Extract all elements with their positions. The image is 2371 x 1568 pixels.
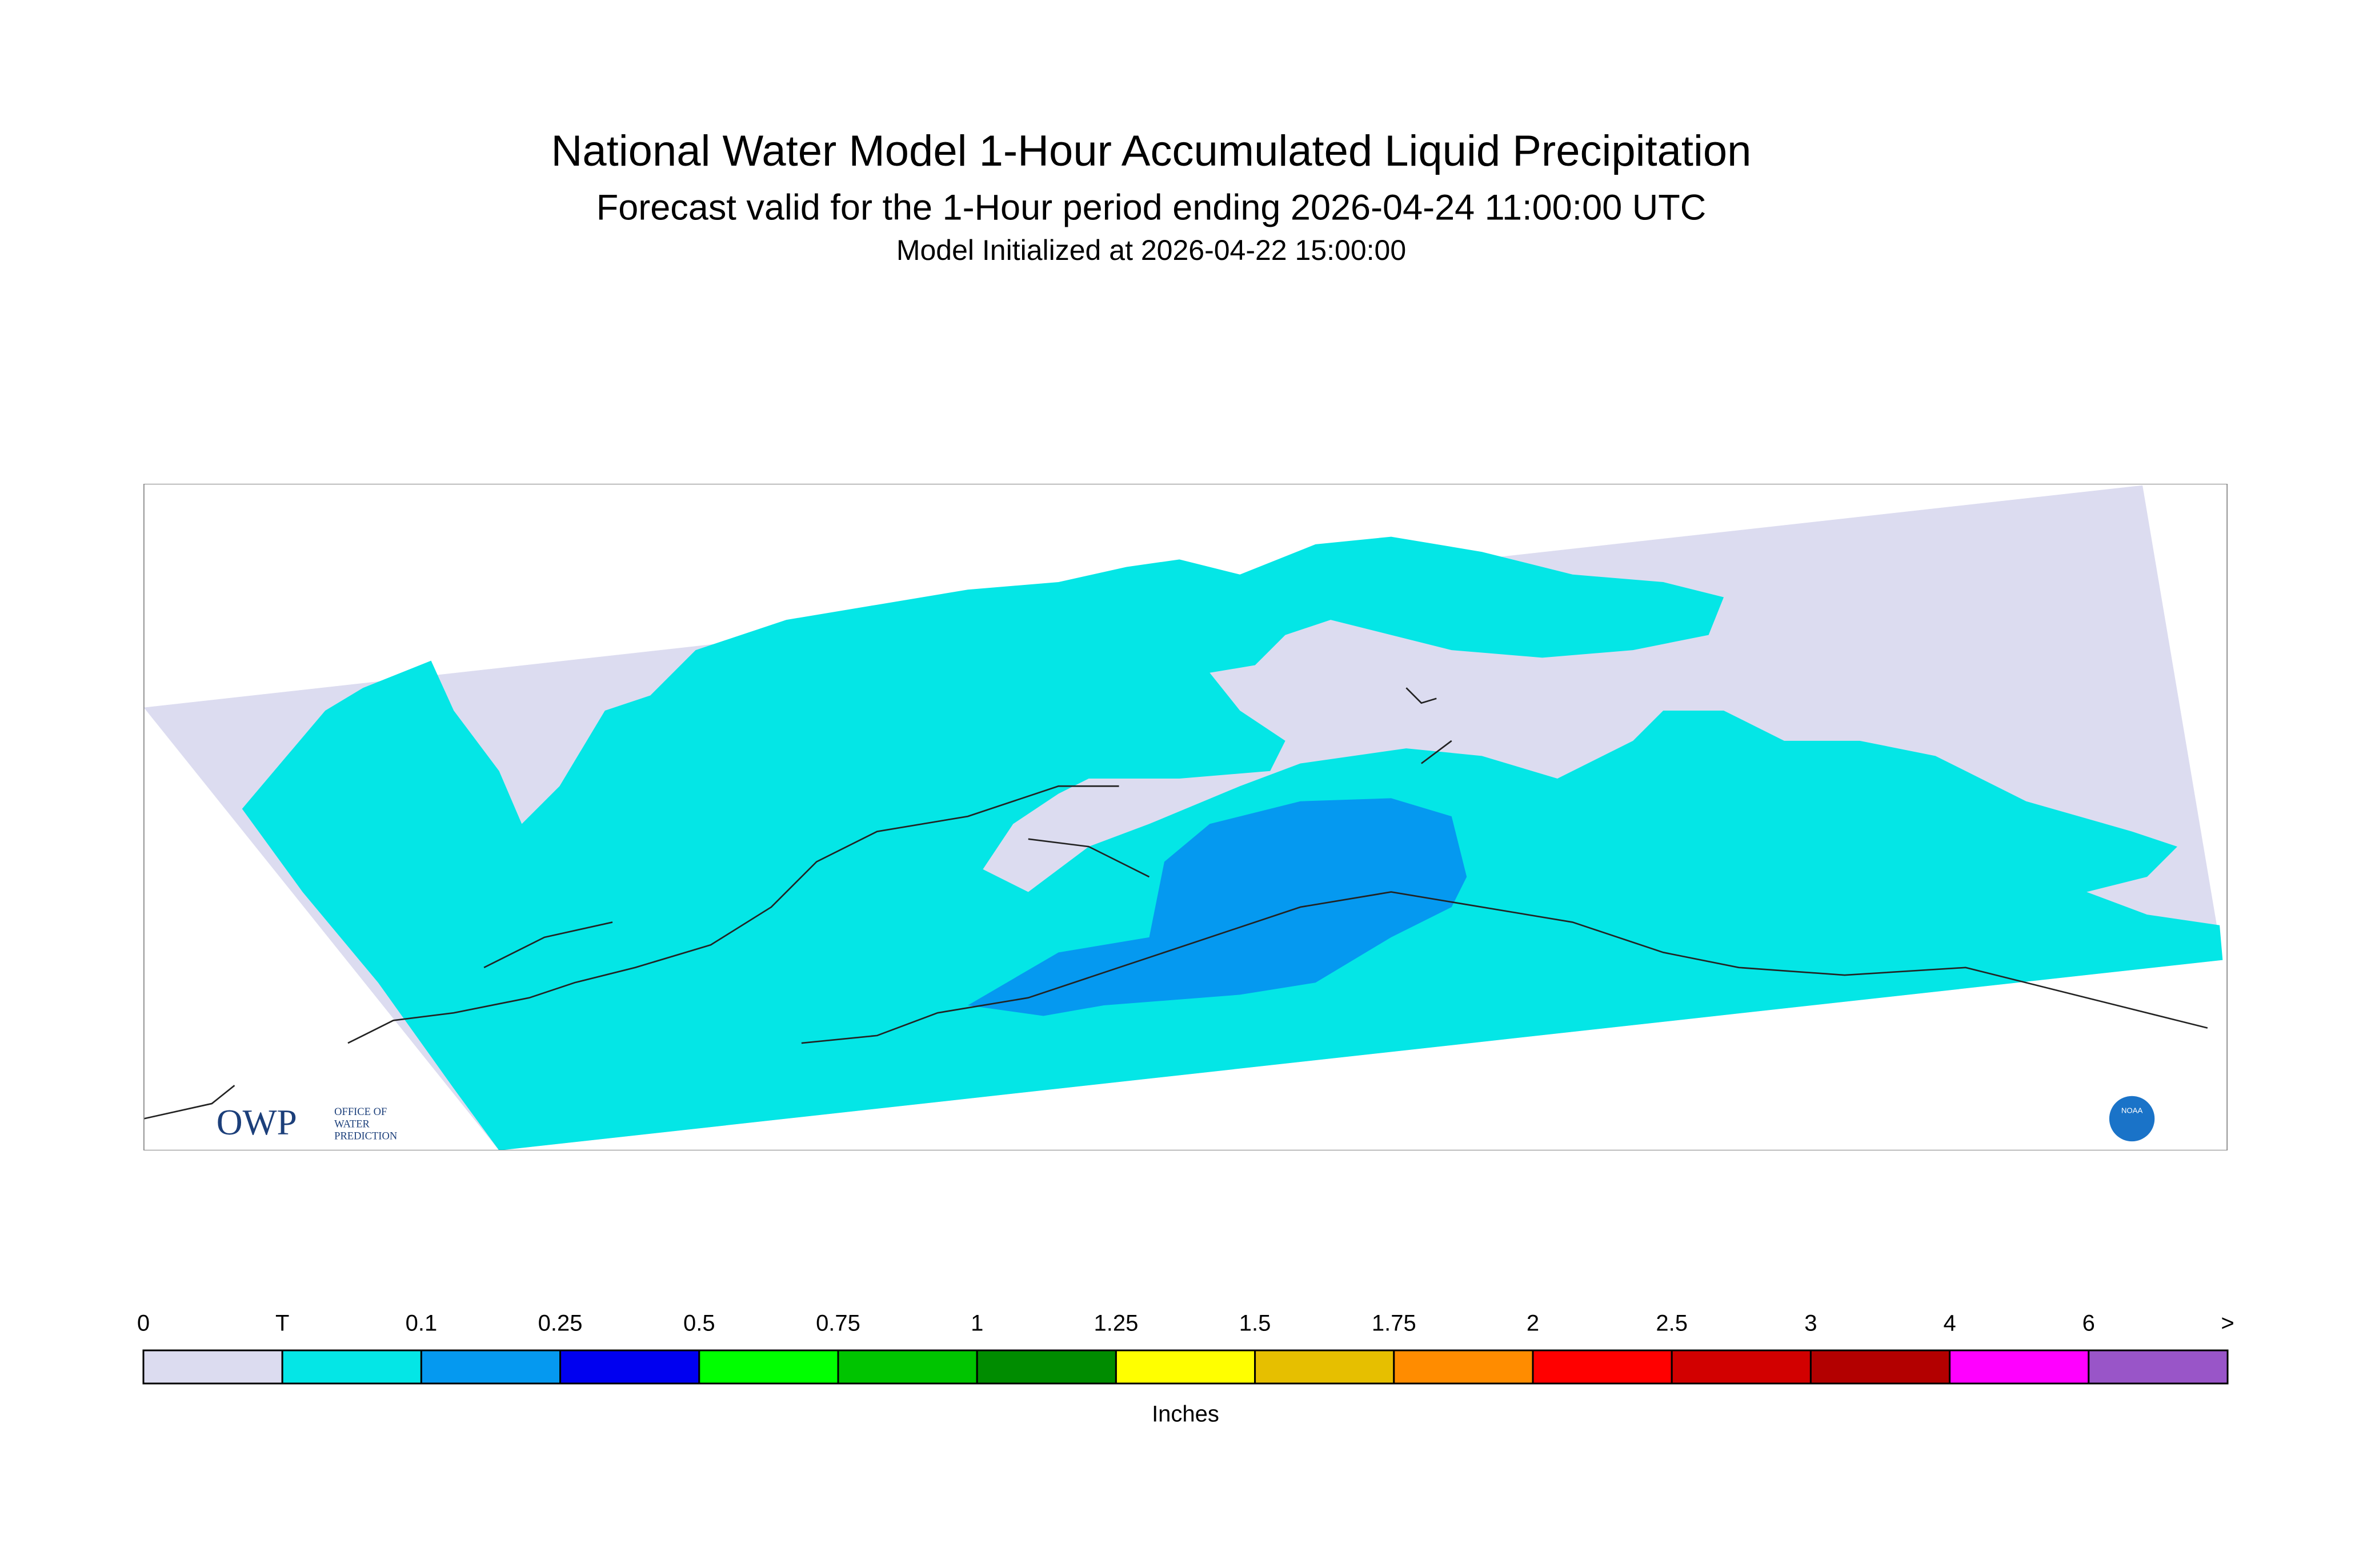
legend-swatch — [559, 1349, 700, 1385]
legend-swatch — [1115, 1349, 1256, 1385]
owp-text: OFFICE OF — [334, 1106, 387, 1118]
noaa-logo — [2109, 1096, 2155, 1142]
precip-light — [967, 798, 1467, 1016]
legend-label: 0.25 — [538, 1311, 583, 1336]
coastline — [143, 1085, 235, 1120]
legend-label: 6 — [2082, 1311, 2095, 1336]
legend-label: 2.5 — [1656, 1311, 1688, 1336]
legend-label: > — [2221, 1311, 2234, 1336]
title: National Water Model 1-Hour Accumulated … — [551, 127, 1752, 175]
legend-swatch — [1949, 1349, 2090, 1385]
map-frame — [143, 484, 2228, 1150]
legend-swatch — [420, 1349, 562, 1385]
legend-label: 2 — [1527, 1311, 1539, 1336]
legend-label: 3 — [1804, 1311, 1817, 1336]
map: OWP OFFICE OF WATER PREDICTION NOAA — [143, 484, 2228, 1150]
legend-swatch — [1671, 1349, 1812, 1385]
legend-label: 0.5 — [683, 1311, 715, 1336]
legend: 0 T 0.1 0.25 0.5 0.75 1 1.25 1.5 1.75 2 2.5 3 4 6 > — [137, 1311, 2234, 1385]
legend-swatch — [698, 1349, 839, 1385]
legend-swatch — [1393, 1349, 1534, 1385]
coastline — [347, 785, 1119, 1044]
legend-swatch — [142, 1349, 283, 1385]
legend-label: 0.75 — [816, 1311, 860, 1336]
legend-label: 1.5 — [1239, 1311, 1271, 1336]
legend-swatch — [1532, 1349, 1673, 1385]
coastline — [1421, 740, 1452, 764]
legend-label: 0.1 — [406, 1311, 438, 1336]
legend-label: 1.75 — [1372, 1311, 1416, 1336]
legend-label: 4 — [1943, 1311, 1956, 1336]
legend-label: 1.25 — [1094, 1311, 1138, 1336]
legend-label: 0 — [137, 1311, 150, 1336]
legend-label: T — [275, 1311, 289, 1336]
owp-text: WATER — [334, 1118, 370, 1130]
subtitle: Forecast valid for the 1-Hour period end… — [596, 188, 1706, 228]
noaa-text: NOAA — [2121, 1106, 2143, 1115]
legend-swatch — [281, 1349, 422, 1385]
legend-unit: Inches — [1152, 1402, 1219, 1427]
owp-logo: OWP — [217, 1102, 297, 1142]
coastline — [1028, 838, 1150, 878]
legend-swatch — [1809, 1349, 1951, 1385]
legend-swatch — [837, 1349, 978, 1385]
coastline — [801, 891, 2208, 1044]
legend-swatch — [2088, 1349, 2229, 1385]
legend-swatch — [976, 1349, 1117, 1385]
coastline — [483, 921, 613, 968]
owp-text: PREDICTION — [334, 1130, 397, 1142]
init-time: Model Initialized at 2026-04-22 15:00:00 — [896, 234, 1406, 266]
legend-label: 1 — [971, 1311, 983, 1336]
coastline — [1405, 687, 1437, 704]
legend-swatch — [1254, 1349, 1395, 1385]
